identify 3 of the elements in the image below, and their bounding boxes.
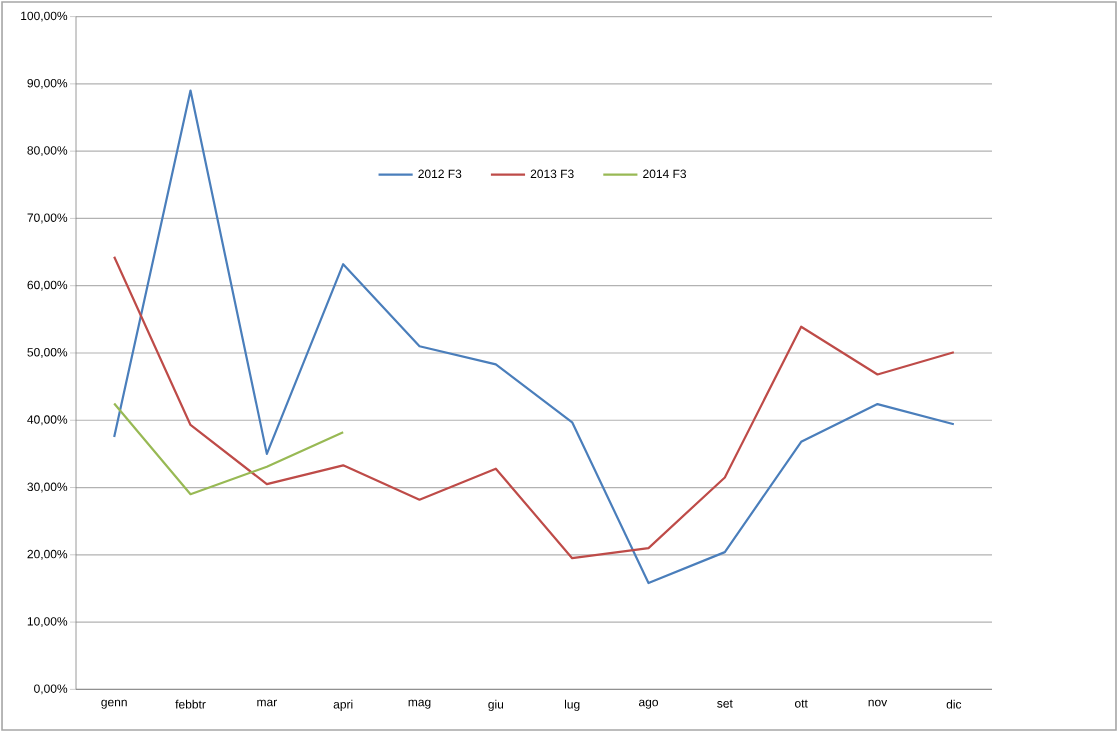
line-series: [113, 255, 955, 560]
line-series: [113, 402, 345, 496]
line-series: [113, 89, 955, 585]
